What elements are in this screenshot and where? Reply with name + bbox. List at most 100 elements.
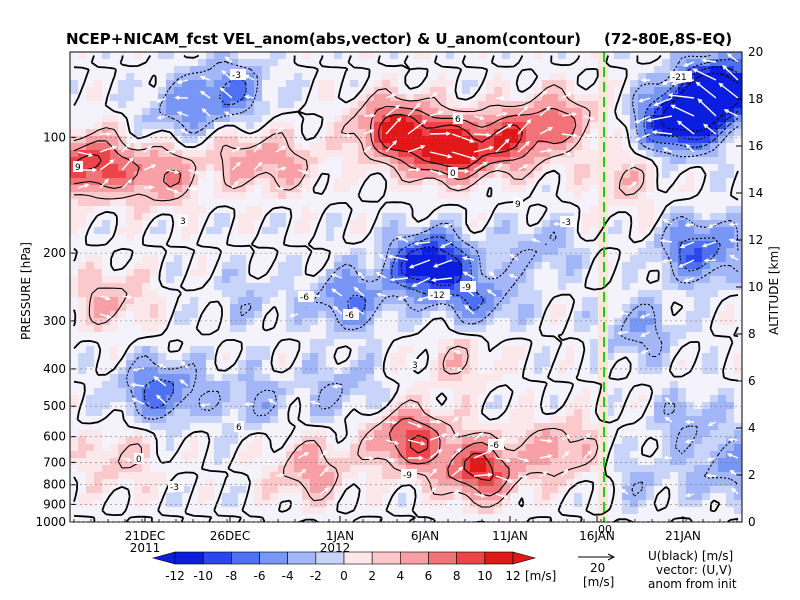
field-cell xyxy=(334,178,343,186)
field-cell xyxy=(302,234,311,242)
field-cell xyxy=(710,185,719,193)
field-cell xyxy=(382,206,391,214)
field-cell xyxy=(702,290,711,298)
field-cell xyxy=(190,458,199,466)
field-cell xyxy=(206,87,215,95)
field-cell xyxy=(502,164,511,172)
field-cell xyxy=(518,395,527,403)
field-cell xyxy=(670,444,679,452)
field-cell xyxy=(366,388,375,396)
field-cell xyxy=(590,458,599,466)
field-cell xyxy=(70,143,79,151)
field-cell xyxy=(430,108,439,116)
field-cell xyxy=(110,423,119,431)
field-cell xyxy=(102,311,111,319)
field-cell xyxy=(534,164,543,172)
field-cell xyxy=(198,136,207,144)
field-cell xyxy=(286,416,295,424)
field-cell xyxy=(718,220,727,228)
field-cell xyxy=(550,339,559,347)
field-cell xyxy=(566,451,575,459)
field-cell xyxy=(134,465,143,473)
field-cell xyxy=(422,80,431,88)
field-cell xyxy=(270,164,279,172)
field-cell xyxy=(446,430,455,438)
field-cell xyxy=(230,94,239,102)
field-cell xyxy=(246,262,255,270)
field-cell xyxy=(118,115,127,123)
field-cell xyxy=(374,360,383,368)
field-cell xyxy=(294,360,303,368)
field-cell xyxy=(78,346,87,354)
field-cell xyxy=(710,80,719,88)
field-cell xyxy=(86,388,95,396)
field-cell xyxy=(198,122,207,130)
field-cell xyxy=(206,325,215,333)
field-cell xyxy=(558,325,567,333)
field-cell xyxy=(134,374,143,382)
field-cell xyxy=(422,409,431,417)
field-cell xyxy=(582,437,591,445)
field-cell xyxy=(382,304,391,312)
field-cell xyxy=(350,360,359,368)
field-cell xyxy=(86,430,95,438)
field-cell xyxy=(334,129,343,137)
field-cell xyxy=(430,374,439,382)
field-cell xyxy=(494,283,503,291)
field-cell xyxy=(734,262,742,270)
field-cell xyxy=(654,136,663,144)
field-cell xyxy=(438,325,447,333)
field-cell xyxy=(70,283,79,291)
field-cell xyxy=(550,346,559,354)
field-cell xyxy=(262,262,271,270)
field-cell xyxy=(446,227,455,235)
field-cell xyxy=(150,164,159,172)
field-cell xyxy=(702,157,711,165)
field-cell xyxy=(94,80,103,88)
field-cell xyxy=(94,185,103,193)
field-cell xyxy=(406,423,415,431)
field-cell xyxy=(670,409,679,417)
field-cell xyxy=(406,318,415,326)
field-cell xyxy=(286,360,295,368)
field-cell xyxy=(374,451,383,459)
field-cell xyxy=(662,332,671,340)
field-cell xyxy=(542,192,551,200)
field-cell xyxy=(390,353,399,361)
field-cell xyxy=(678,395,687,403)
field-cell xyxy=(326,178,335,186)
field-cell xyxy=(390,143,399,151)
field-cell xyxy=(582,94,591,102)
field-cell xyxy=(86,94,95,102)
field-cell xyxy=(102,206,111,214)
field-cell xyxy=(118,283,127,291)
field-cell xyxy=(462,353,471,361)
field-cell xyxy=(494,241,503,249)
field-cell xyxy=(326,241,335,249)
field-cell xyxy=(622,213,631,221)
field-cell xyxy=(662,213,671,221)
field-cell xyxy=(550,122,559,130)
field-cell xyxy=(382,80,391,88)
field-cell xyxy=(278,227,287,235)
field-cell xyxy=(590,122,599,130)
field-cell xyxy=(70,458,79,466)
field-cell xyxy=(334,416,343,424)
field-cell xyxy=(182,73,191,81)
field-cell xyxy=(718,255,727,263)
field-cell xyxy=(118,66,127,74)
field-cell xyxy=(206,192,215,200)
field-cell xyxy=(262,339,271,347)
field-cell xyxy=(262,192,271,200)
field-cell xyxy=(438,283,447,291)
field-cell xyxy=(614,318,623,326)
field-cell xyxy=(582,458,591,466)
field-cell xyxy=(158,192,167,200)
field-cell xyxy=(318,290,327,298)
field-cell xyxy=(94,381,103,389)
field-cell xyxy=(702,395,711,403)
field-cell xyxy=(238,220,247,228)
field-cell xyxy=(542,115,551,123)
field-cell xyxy=(286,59,295,67)
field-cell xyxy=(294,129,303,137)
